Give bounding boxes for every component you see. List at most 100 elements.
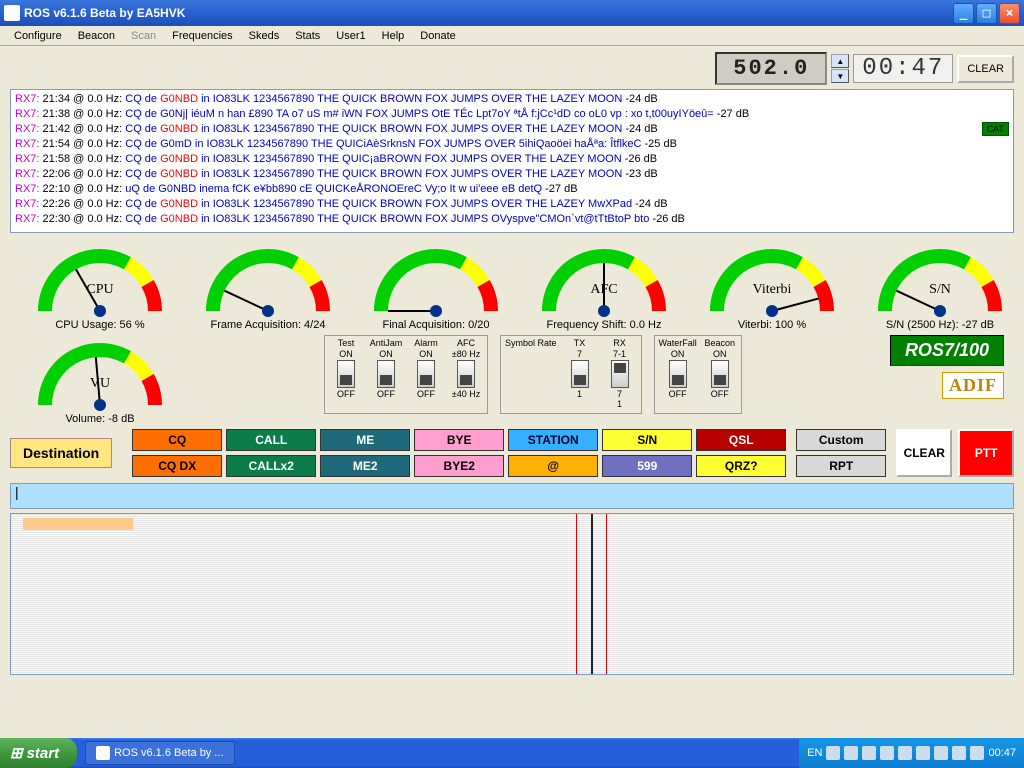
switch-toggle[interactable] xyxy=(417,360,435,388)
tx-input[interactable]: | xyxy=(10,483,1014,509)
log-line: RX7: 21:54 @ 0.0 Hz: CQ de G0mD in IO83L… xyxy=(15,137,1009,152)
waterfall[interactable] xyxy=(10,513,1014,675)
waterfall-tune-left xyxy=(576,514,577,674)
titlebar: ROS v6.1.6 Beta by EA5HVK _ □ × xyxy=(0,0,1024,26)
svg-text:S/N: S/N xyxy=(929,282,951,297)
log-line: RX7: 22:30 @ 0.0 Hz: CQ de G0NBD in IO83… xyxy=(15,212,1009,227)
menu-frequencies[interactable]: Frequencies xyxy=(164,28,241,44)
macro-cqdx[interactable]: CQ DX xyxy=(132,455,222,477)
system-tray: EN 00:47 xyxy=(799,738,1024,768)
start-button[interactable]: ⊞ start xyxy=(0,738,77,768)
taskbar-item-icon xyxy=(96,746,110,760)
top-row: 502.0 ▲ ▼ 00:47 CLEAR xyxy=(0,46,1024,89)
tx-rate-switch[interactable] xyxy=(571,360,589,388)
tray-icon[interactable] xyxy=(898,746,912,760)
svg-text:CPU: CPU xyxy=(86,282,113,297)
minimize-button[interactable]: _ xyxy=(953,3,974,24)
tray-icon[interactable] xyxy=(934,746,948,760)
start-label: start xyxy=(27,745,60,762)
tray-clock[interactable]: 00:47 xyxy=(988,747,1016,759)
tray-icon[interactable] xyxy=(970,746,984,760)
macro-grid: CQCALLMEBYESTATIONS/NQSL CQ DXCALLx2ME2BY… xyxy=(132,429,786,477)
ptt-button[interactable]: PTT xyxy=(958,429,1014,477)
menu-help[interactable]: Help xyxy=(374,28,413,44)
rx-log[interactable]: CAT RX7: 21:34 @ 0.0 Hz: CQ de G0NBD in … xyxy=(10,89,1014,233)
switch-group: WaterFall ON OFF Beacon ON OFF xyxy=(654,335,742,414)
switch-toggle[interactable] xyxy=(337,360,355,388)
taskbar-item-label: ROS v6.1.6 Beta by ... xyxy=(114,747,223,759)
macro-callx2[interactable]: CALLx2 xyxy=(226,455,316,477)
macro-call[interactable]: CALL xyxy=(226,429,316,451)
menu-donate[interactable]: Donate xyxy=(412,28,463,44)
switch-toggle[interactable] xyxy=(711,360,729,388)
gauge: S/N S/N (2500 Hz): -27 dB xyxy=(860,241,1020,331)
switch-beacon: Beacon ON OFF xyxy=(703,338,737,409)
macro-me2[interactable]: ME2 xyxy=(320,455,410,477)
clear-button[interactable]: CLEAR xyxy=(957,55,1014,83)
timer-display: 00:47 xyxy=(853,54,953,83)
macro-qsl[interactable]: QSL xyxy=(696,429,786,451)
lang-indicator[interactable]: EN xyxy=(807,747,822,759)
switch-antijam: AntiJam ON OFF xyxy=(369,338,403,409)
vu-gauge: VU Volume: -8 dB xyxy=(20,335,180,425)
gauge: Viterbi Viterbi: 100 % xyxy=(692,241,852,331)
tray-icon[interactable] xyxy=(880,746,894,760)
waterfall-marker xyxy=(23,518,133,530)
taskbar-item[interactable]: ROS v6.1.6 Beta by ... xyxy=(85,741,234,765)
freq-spinner: ▲ ▼ xyxy=(831,54,849,83)
macro-cq[interactable]: CQ xyxy=(132,429,222,451)
tx-clear-button[interactable]: CLEAR xyxy=(896,429,952,477)
svg-text:AFC: AFC xyxy=(590,282,617,297)
menu-skeds[interactable]: Skeds xyxy=(241,28,288,44)
log-line: RX7: 22:10 @ 0.0 Hz: uQ de G0NBD inema f… xyxy=(15,182,1009,197)
tray-icon[interactable] xyxy=(844,746,858,760)
adif-button[interactable]: ADIF xyxy=(942,372,1004,399)
freq-down-button[interactable]: ▼ xyxy=(831,69,849,83)
switch-alarm: Alarm ON OFF xyxy=(409,338,443,409)
gauge-label: Viterbi: 100 % xyxy=(738,319,806,331)
tray-icon[interactable] xyxy=(952,746,966,760)
switch-toggle[interactable] xyxy=(457,360,475,388)
svg-text:Viterbi: Viterbi xyxy=(753,282,792,297)
maximize-button[interactable]: □ xyxy=(976,3,997,24)
destination-label[interactable]: Destination xyxy=(10,438,112,468)
macro-qrz[interactable]: QRZ? xyxy=(696,455,786,477)
close-button[interactable]: × xyxy=(999,3,1020,24)
gauge: AFC Frequency Shift: 0.0 Hz xyxy=(524,241,684,331)
switch-panel: Test ON OFF AntiJam ON OFF Alarm ON OFF … xyxy=(324,335,742,414)
gauges-row: CPU CPU Usage: 56 % Frame Acquisition: 4… xyxy=(0,237,1024,335)
macro-station[interactable]: STATION xyxy=(508,429,598,451)
macro-me[interactable]: ME xyxy=(320,429,410,451)
macro-sn[interactable]: S/N xyxy=(602,429,692,451)
menu-user1[interactable]: User1 xyxy=(328,28,373,44)
freq-up-button[interactable]: ▲ xyxy=(831,54,849,68)
svg-text:VU: VU xyxy=(90,376,110,391)
switch-toggle[interactable] xyxy=(377,360,395,388)
macro-bye2[interactable]: BYE2 xyxy=(414,455,504,477)
rx-rate-switch[interactable] xyxy=(611,360,629,388)
gauge: Frame Acquisition: 4/24 xyxy=(188,241,348,331)
macro-custom[interactable]: Custom xyxy=(796,429,886,451)
switch-group-symbolrate: Symbol Rate TX71 RX7-171 xyxy=(500,335,642,414)
cat-badge: CAT xyxy=(982,122,1009,136)
waterfall-tune-right xyxy=(606,514,607,674)
macro-599[interactable]: 599 xyxy=(602,455,692,477)
log-line: RX7: 21:58 @ 0.0 Hz: CQ de G0NBD in IO83… xyxy=(15,152,1009,167)
tray-icon[interactable] xyxy=(862,746,876,760)
waterfall-signal xyxy=(591,514,593,674)
frequency-display: 502.0 xyxy=(715,52,827,85)
switch-afc: AFC ±80 Hz ±40 Hz xyxy=(449,338,483,409)
macro-[interactable]: @ xyxy=(508,455,598,477)
app-icon xyxy=(4,5,20,21)
switch-group: Test ON OFF AntiJam ON OFF Alarm ON OFF … xyxy=(324,335,488,414)
macro-bye[interactable]: BYE xyxy=(414,429,504,451)
tray-icon[interactable] xyxy=(916,746,930,760)
tray-icon[interactable] xyxy=(826,746,840,760)
menu-configure[interactable]: Configure xyxy=(6,28,70,44)
macro-rpt[interactable]: RPT xyxy=(796,455,886,477)
menu-beacon[interactable]: Beacon xyxy=(70,28,123,44)
windows-icon: ⊞ xyxy=(10,744,23,762)
switch-toggle[interactable] xyxy=(669,360,687,388)
menu-stats[interactable]: Stats xyxy=(287,28,328,44)
log-line: RX7: 21:34 @ 0.0 Hz: CQ de G0NBD in IO83… xyxy=(15,92,1009,107)
